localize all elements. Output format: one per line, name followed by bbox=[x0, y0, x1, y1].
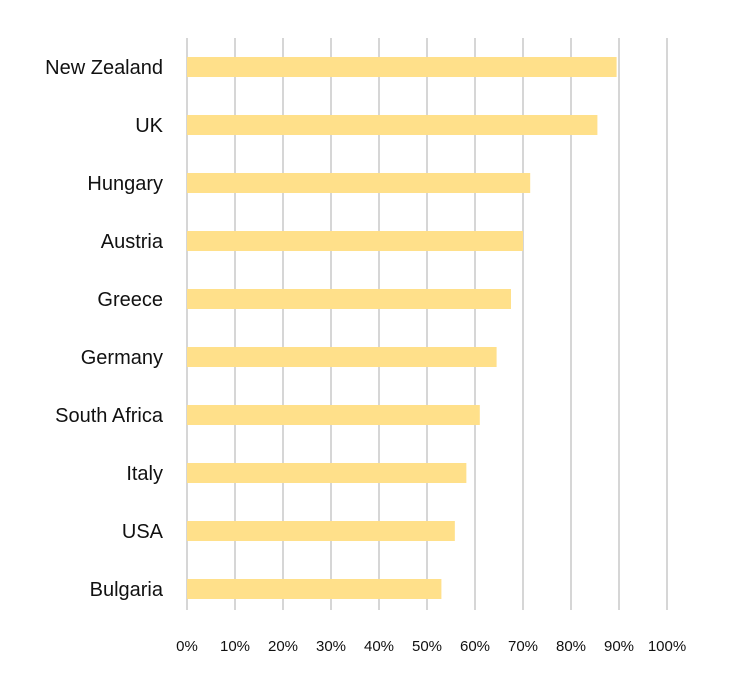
category-label: UK bbox=[135, 115, 163, 137]
category-label: Hungary bbox=[87, 173, 163, 195]
bar-germany bbox=[187, 347, 497, 367]
category-label: Italy bbox=[126, 463, 163, 485]
x-tick-label: 70% bbox=[508, 638, 538, 655]
x-tick-label: 80% bbox=[556, 638, 586, 655]
x-tick-label: 50% bbox=[412, 638, 442, 655]
category-labels: New Zealand UK Hungary Austria Greece Germany… bbox=[45, 57, 164, 601]
bar-italy bbox=[187, 463, 467, 483]
x-tick-label: 0% bbox=[176, 638, 198, 655]
category-label: Austria bbox=[101, 231, 164, 253]
x-tick-label: 20% bbox=[268, 638, 298, 655]
bar-new-zealand bbox=[187, 57, 617, 77]
bar-bulgaria bbox=[187, 579, 442, 599]
category-label: Germany bbox=[81, 347, 163, 369]
x-tick-label: 100% bbox=[648, 638, 686, 655]
bar-hungary bbox=[187, 173, 531, 193]
bar-usa bbox=[187, 521, 455, 541]
category-label: South Africa bbox=[55, 405, 164, 427]
x-tick-label: 30% bbox=[316, 638, 346, 655]
x-tick-label: 90% bbox=[604, 638, 634, 655]
x-tick-label: 10% bbox=[220, 638, 250, 655]
bar-south-africa bbox=[187, 405, 480, 425]
x-tick-label: 60% bbox=[460, 638, 490, 655]
x-tick-label: 40% bbox=[364, 638, 394, 655]
bar-austria bbox=[187, 231, 523, 251]
bar-greece bbox=[187, 289, 511, 309]
category-label: New Zealand bbox=[45, 57, 163, 79]
category-label: Greece bbox=[97, 289, 163, 311]
bar-uk bbox=[187, 115, 598, 135]
category-label: Bulgaria bbox=[90, 579, 164, 601]
x-axis-tick-labels: 0% 10% 20% 30% 40% 50% 60% 70% 80% 90% 100% bbox=[176, 638, 686, 655]
bars bbox=[187, 57, 617, 599]
category-label: USA bbox=[122, 521, 164, 543]
